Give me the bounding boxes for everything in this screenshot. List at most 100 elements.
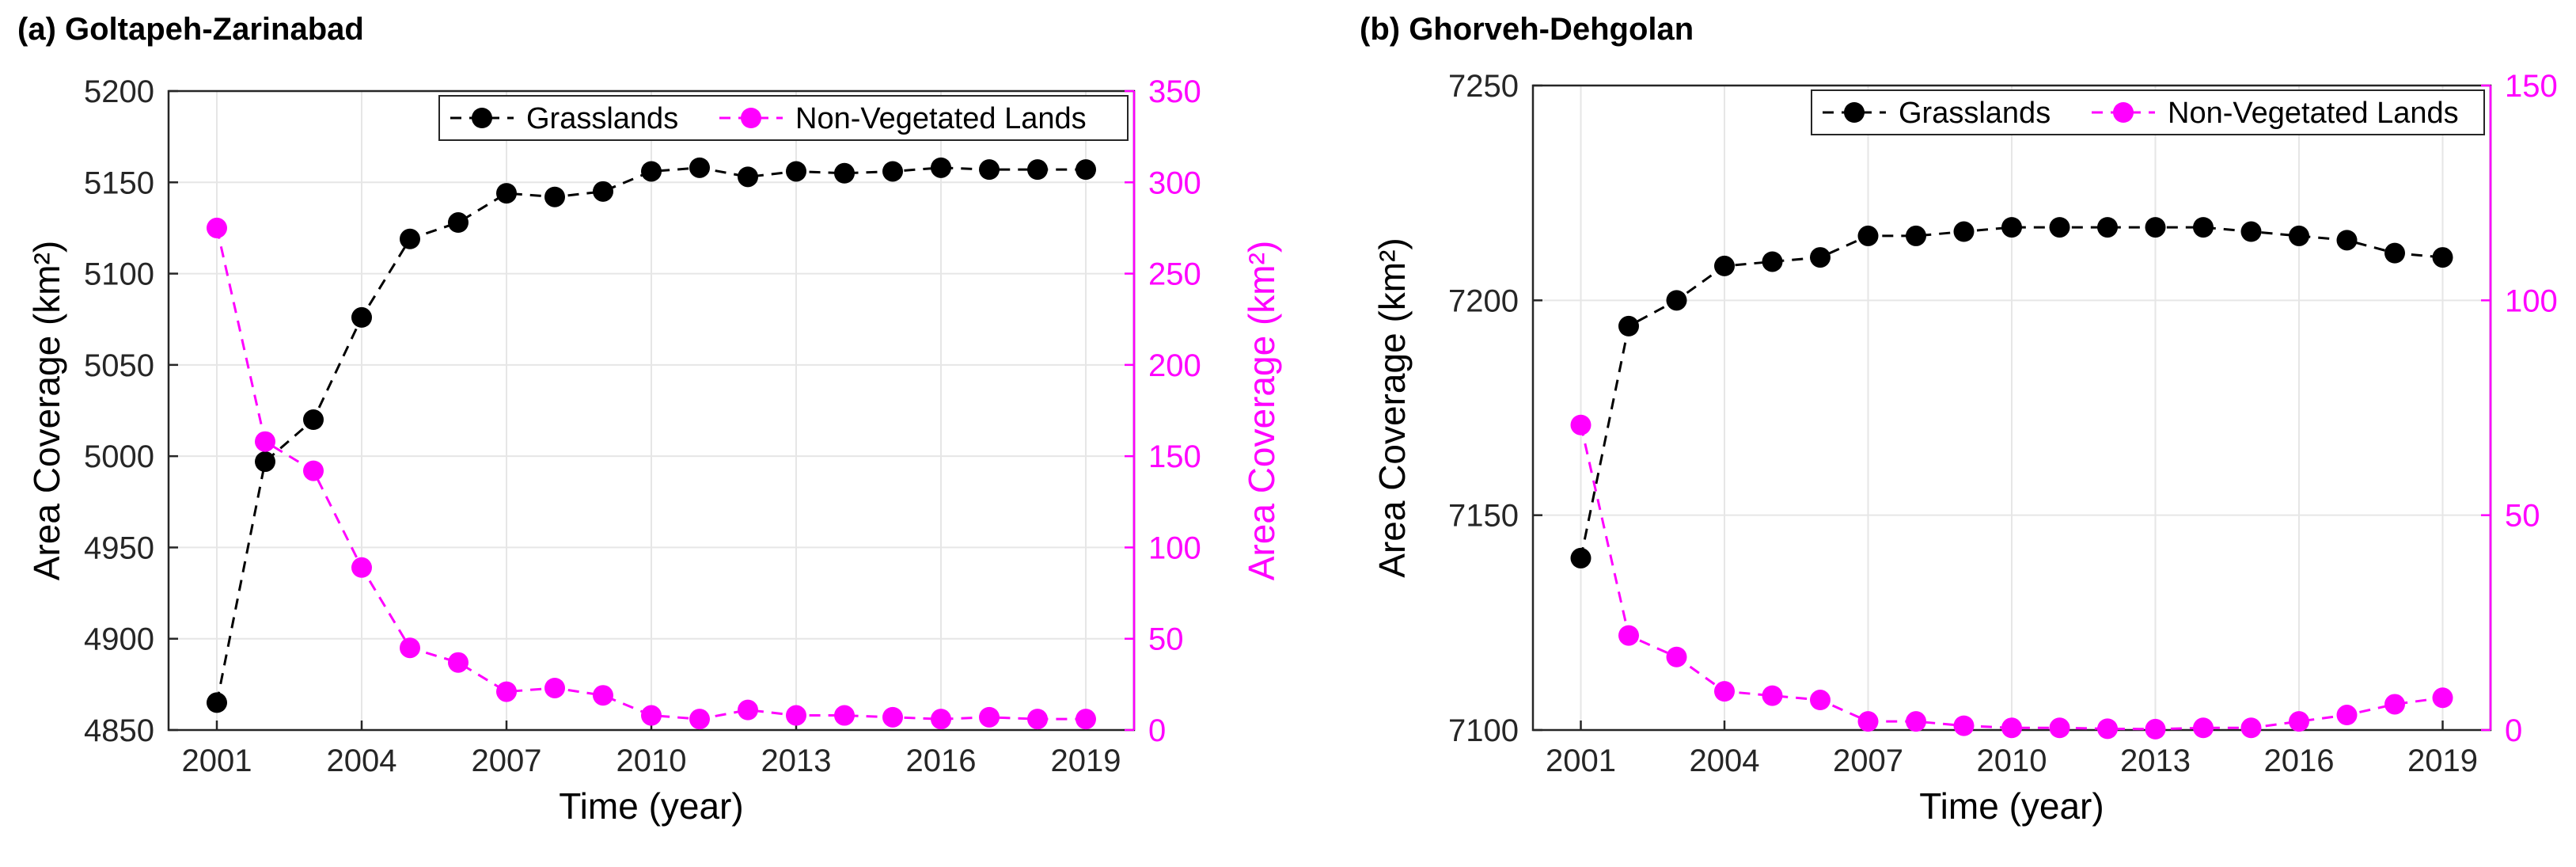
- x-tick-label: 2019: [2407, 743, 2478, 778]
- x-tick-label: 2019: [1051, 743, 1121, 778]
- y-right-tick-label: 50: [2505, 499, 2540, 534]
- data-point-grasslands: [207, 692, 227, 713]
- legend-marker: [2113, 102, 2134, 123]
- data-point-grasslands: [2193, 217, 2214, 238]
- data-point-grasslands: [1810, 247, 1831, 268]
- data-point-grasslands: [2001, 217, 2022, 238]
- data-point-grasslands: [786, 161, 806, 182]
- y-left-tick-label: 7150: [1448, 499, 1519, 534]
- x-tick-label: 2010: [616, 743, 687, 778]
- data-point-grasslands: [1570, 547, 1592, 568]
- data-point-non-vegetated-lands: [2001, 717, 2022, 739]
- data-point-non-vegetated-lands: [1906, 711, 1926, 732]
- data-point-non-vegetated-lands: [448, 652, 469, 673]
- data-point-grasslands: [496, 183, 517, 204]
- legend-box: [438, 95, 1129, 141]
- y-right-tick-label: 0: [1148, 713, 1166, 748]
- data-point-grasslands: [1618, 315, 1639, 337]
- data-point-non-vegetated-lands: [1953, 715, 1975, 736]
- data-point-non-vegetated-lands: [738, 699, 758, 721]
- data-point-grasslands: [400, 228, 420, 249]
- data-point-non-vegetated-lands: [834, 705, 855, 726]
- data-point-grasslands: [2289, 225, 2309, 246]
- y-left-tick-label: 5050: [84, 348, 154, 383]
- data-point-non-vegetated-lands: [496, 681, 517, 702]
- y-left-tick-label: 5000: [84, 439, 154, 474]
- chart-panel-2: (b) Ghorveh-Dehgolan 2001 2004 2007 2010 2013…: [1360, 12, 2558, 827]
- data-point-grasslands: [1027, 159, 1048, 181]
- grid-lines: [169, 90, 1134, 731]
- data-point-non-vegetated-lands: [303, 460, 324, 481]
- y-left-tick-label: 7200: [1448, 283, 1519, 318]
- y-right-tick-label: 300: [1148, 165, 1201, 200]
- y-right-tick-label: 50: [1148, 622, 1184, 657]
- x-tick-label: 2007: [472, 743, 542, 778]
- legend-marker: [741, 108, 761, 128]
- x-tick-label: 2013: [2120, 743, 2191, 778]
- x-tick-label: 2016: [906, 743, 977, 778]
- data-point-grasslands: [931, 157, 951, 178]
- panel-title: (a) Goltapeh-Zarinabad: [17, 12, 364, 47]
- data-point-grasslands: [2384, 242, 2405, 264]
- y-left-tick-label: 7100: [1448, 713, 1519, 748]
- grid-lines: [1533, 85, 2491, 731]
- y-right-tick-label: 150: [1148, 439, 1201, 474]
- data-point-non-vegetated-lands: [1076, 709, 1096, 730]
- data-point-grasslands: [882, 161, 903, 182]
- data-point-non-vegetated-lands: [2049, 717, 2070, 739]
- data-point-grasslands: [2049, 217, 2070, 238]
- y-right-tick-label: 100: [1148, 530, 1201, 565]
- data-point-non-vegetated-lands: [1810, 690, 1831, 711]
- data-point-non-vegetated-lands: [2289, 711, 2309, 732]
- x-tick-label: 2001: [1546, 743, 1616, 778]
- data-point-grasslands: [448, 212, 469, 234]
- data-point-non-vegetated-lands: [207, 217, 227, 238]
- chart-panel-1: (a) Goltapeh-Zarinabad 2001 2004 2007 2010 20…: [17, 12, 1282, 827]
- data-point-non-vegetated-lands: [2240, 717, 2262, 739]
- y-left-axis-label: Area Coverage (km²): [26, 241, 67, 580]
- x-tick-label: 2004: [1690, 743, 1760, 778]
- legend-box: [1811, 89, 2485, 135]
- data-point-non-vegetated-lands: [544, 677, 565, 698]
- data-point-non-vegetated-lands: [2193, 717, 2214, 739]
- data-point-non-vegetated-lands: [1027, 709, 1048, 730]
- data-point-grasslands: [2145, 217, 2166, 238]
- data-point-non-vegetated-lands: [400, 637, 420, 659]
- y-right-tick-label: 250: [1148, 257, 1201, 292]
- panel-title: (b) Ghorveh-Dehgolan: [1360, 12, 1694, 47]
- x-tick-label: 2001: [182, 743, 252, 778]
- data-point-grasslands: [1953, 221, 1975, 242]
- data-point-grasslands: [303, 409, 324, 431]
- data-point-non-vegetated-lands: [689, 709, 710, 730]
- x-tick-label: 2010: [1977, 743, 2047, 778]
- y-right-tick-label: 100: [2505, 283, 2558, 318]
- data-point-grasslands: [738, 166, 758, 188]
- data-point-non-vegetated-lands: [882, 706, 903, 728]
- data-point-non-vegetated-lands: [2097, 718, 2118, 740]
- data-point-non-vegetated-lands: [641, 705, 662, 726]
- data-point-non-vegetated-lands: [593, 685, 613, 706]
- legend-label: Non-Vegetated Lands: [2168, 97, 2459, 130]
- legend-label: Grasslands: [1899, 97, 2051, 130]
- data-point-grasslands: [1906, 225, 1926, 246]
- data-point-grasslands: [2432, 247, 2453, 268]
- data-point-non-vegetated-lands: [2432, 687, 2453, 709]
- data-point-grasslands: [2097, 217, 2118, 238]
- y-left-tick-label: 7250: [1448, 69, 1519, 104]
- y-left-axis-label: Area Coverage (km²): [1371, 238, 1413, 577]
- data-point-non-vegetated-lands: [931, 709, 951, 730]
- y-left-tick-label: 4900: [84, 622, 154, 657]
- x-axis-label: Time (year): [559, 785, 743, 827]
- y-right-axis-label: Area Coverage (km²): [1241, 241, 1282, 580]
- data-point-grasslands: [641, 161, 662, 182]
- data-point-grasslands: [1762, 251, 1783, 272]
- data-point-grasslands: [593, 181, 613, 202]
- data-point-non-vegetated-lands: [1618, 625, 1639, 646]
- x-tick-label: 2016: [2264, 743, 2335, 778]
- x-tick-label: 2004: [327, 743, 397, 778]
- legend-label: Grasslands: [526, 102, 678, 135]
- data-point-grasslands: [544, 186, 565, 207]
- data-point-grasslands: [979, 159, 1000, 181]
- y-right-tick-label: 150: [2505, 69, 2558, 104]
